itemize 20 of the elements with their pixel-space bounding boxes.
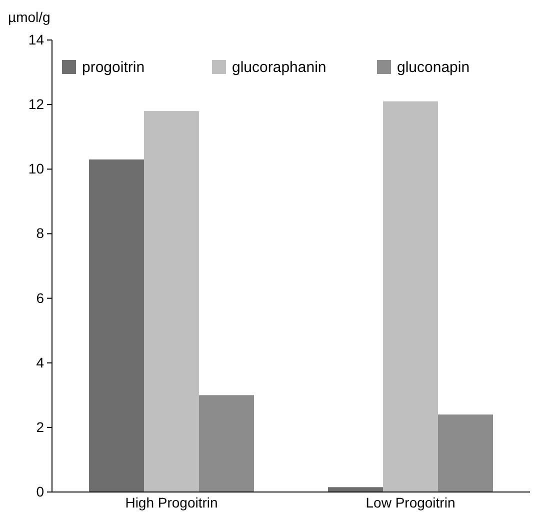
bar [438, 414, 493, 492]
legend-label: gluconapin [397, 59, 470, 76]
y-tick-label: 8 [36, 225, 44, 242]
legend-label: progoitrin [82, 59, 145, 76]
y-tick-label: 4 [36, 354, 44, 370]
legend-label: glucoraphanin [232, 59, 326, 76]
bar [144, 111, 199, 492]
y-tick-label: 12 [28, 96, 44, 112]
x-tick-label: High Progoitrin [125, 494, 218, 511]
y-tick-label: 0 [36, 483, 44, 500]
x-tick-label: Low Progoitrin [366, 494, 456, 511]
y-tick-label: 14 [28, 31, 44, 48]
bar [328, 487, 383, 492]
y-tick-label: 10 [28, 160, 44, 177]
y-axis-title: µmol/g [8, 9, 50, 25]
bar [89, 159, 144, 492]
bar [383, 101, 438, 492]
bar [199, 395, 254, 492]
y-tick-label: 2 [36, 418, 44, 435]
y-tick-label: 6 [36, 290, 44, 306]
